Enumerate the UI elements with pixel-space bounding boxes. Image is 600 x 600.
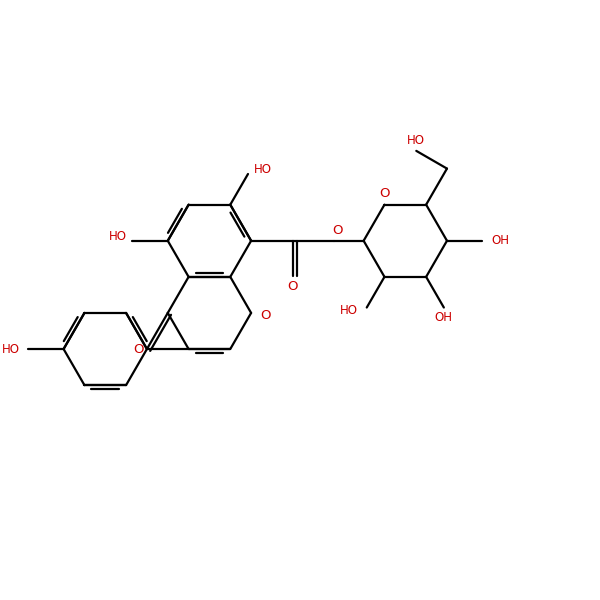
- Text: O: O: [133, 343, 143, 356]
- Text: HO: HO: [254, 163, 272, 176]
- Text: O: O: [260, 310, 271, 322]
- Text: OH: OH: [491, 234, 509, 247]
- Text: HO: HO: [109, 230, 127, 242]
- Text: HO: HO: [407, 134, 425, 147]
- Text: HO: HO: [340, 304, 358, 317]
- Text: O: O: [379, 187, 390, 200]
- Text: O: O: [332, 224, 343, 237]
- Text: O: O: [287, 280, 298, 293]
- Text: OH: OH: [435, 311, 453, 325]
- Text: HO: HO: [1, 343, 19, 356]
